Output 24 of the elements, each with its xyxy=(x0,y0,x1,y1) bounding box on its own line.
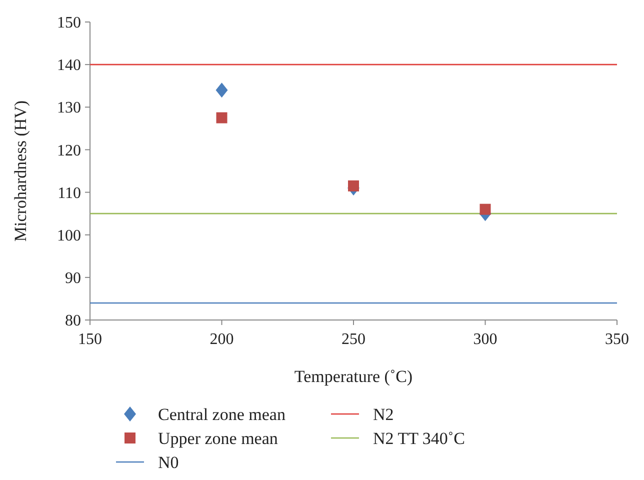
x-tick-label: 250 xyxy=(342,331,366,348)
x-axis-title: Temperature (˚C) xyxy=(294,367,413,386)
y-tick-label: 100 xyxy=(57,227,81,244)
y-tick-label: 80 xyxy=(65,312,81,330)
y-tick-label: 120 xyxy=(57,142,81,160)
point xyxy=(348,180,359,192)
legend-label: Upper zone mean xyxy=(158,428,278,448)
y-tick-label: 130 xyxy=(57,100,81,117)
x-tick-label: 200 xyxy=(210,331,234,348)
point xyxy=(216,82,228,98)
y-tick-label: 150 xyxy=(57,14,81,32)
y-tick-label: 110 xyxy=(58,184,81,202)
y-axis-title: Microhardness (HV) xyxy=(11,100,30,242)
legend-label: Central zone mean xyxy=(158,404,286,424)
x-tick-label: 350 xyxy=(605,331,629,348)
y-tick-label: 90 xyxy=(65,270,81,288)
point xyxy=(216,112,228,124)
legend-label: N0 xyxy=(158,452,179,472)
legend-label: N2 xyxy=(373,404,394,424)
point xyxy=(480,204,491,215)
x-tick-label: 300 xyxy=(473,331,498,348)
x-tick-label: 150 xyxy=(78,331,102,348)
legend-label: N2 TT 340˚C xyxy=(373,428,465,448)
y-tick-label: 140 xyxy=(57,57,81,74)
